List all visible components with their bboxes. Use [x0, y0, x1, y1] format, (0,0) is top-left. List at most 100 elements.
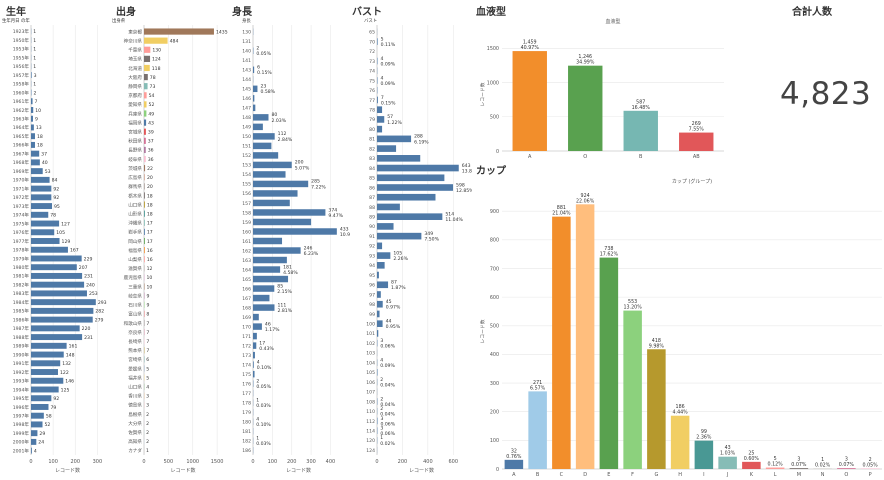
- bar: [377, 38, 378, 45]
- value-label: 18: [147, 202, 153, 208]
- category-label: 1980年: [13, 264, 30, 271]
- category-label: 180: [242, 420, 251, 426]
- category-label: 1978年: [13, 247, 30, 254]
- bar: [253, 123, 263, 131]
- x-tick-label: D: [583, 472, 587, 478]
- axis-header: 生年月日 の年: [2, 17, 30, 24]
- percent-label: 0.03%: [256, 403, 271, 409]
- value-label: 3: [380, 338, 383, 344]
- bar: [253, 161, 292, 169]
- category-label: 東京都: [128, 28, 142, 35]
- bar: [144, 265, 145, 272]
- total-title: 合計人数: [792, 7, 832, 18]
- value-label: 118: [152, 66, 161, 72]
- value-label: 1,246: [578, 54, 592, 60]
- bar: [253, 247, 301, 254]
- value-label: 24: [38, 440, 44, 446]
- category-label: 1966年: [13, 142, 30, 149]
- value-label: 1: [146, 448, 149, 454]
- x-axis-label: レコード数: [170, 467, 195, 474]
- y-tick-label: 600: [490, 295, 499, 301]
- value-label: 231: [84, 274, 93, 280]
- bar: [253, 171, 286, 178]
- category-label: 181: [242, 429, 251, 435]
- x-tick-label: B: [536, 472, 540, 478]
- x-tick-label: 200: [398, 459, 408, 465]
- category-label: 北海道: [128, 65, 142, 72]
- value-label: 5: [774, 456, 777, 462]
- x-tick-label: A: [512, 472, 516, 478]
- category-label: 156: [242, 191, 251, 197]
- value-label: 2: [380, 377, 383, 383]
- category-label: 大分県: [128, 420, 142, 427]
- category-label: 1969年: [13, 168, 30, 175]
- x-tick-label: 300: [306, 459, 316, 465]
- category-label: 岡山県: [128, 238, 142, 245]
- category-label: 富山県: [128, 311, 142, 318]
- category-label: 1997年: [13, 412, 30, 419]
- percent-label: 6.57%: [530, 385, 546, 391]
- value-label: 4: [381, 56, 384, 62]
- bar: [144, 137, 146, 144]
- category-label: 1953年: [13, 46, 30, 53]
- bar: [144, 219, 145, 226]
- category-label: 95: [369, 273, 375, 279]
- value-label: 2: [256, 46, 259, 52]
- percent-label: 0.76%: [506, 454, 522, 460]
- category-label: 144: [242, 77, 251, 83]
- category-label: 151: [242, 144, 251, 150]
- category-label: 167: [242, 296, 251, 302]
- value-label: 43: [725, 445, 731, 451]
- bar: [253, 95, 255, 102]
- value-label: 17: [147, 230, 153, 236]
- value-label: 9: [35, 117, 38, 123]
- value-label: 1: [256, 436, 259, 442]
- value-label: 44: [386, 318, 392, 324]
- category-label: カナダ: [128, 447, 142, 454]
- value-label: 587: [636, 99, 645, 105]
- value-label: 122: [60, 370, 69, 376]
- value-label: 2: [869, 457, 872, 463]
- value-label: 7: [381, 95, 384, 101]
- value-label: 58: [46, 413, 52, 419]
- value-label: 2: [146, 439, 149, 445]
- bar: [31, 316, 93, 323]
- bar: [377, 155, 421, 162]
- value-label: 18: [37, 134, 43, 140]
- x-tick-label: H: [678, 472, 682, 478]
- category-label: 153: [242, 163, 251, 169]
- y-tick-label: 800: [490, 238, 499, 244]
- bar: [377, 174, 445, 182]
- category-label: 1968年: [13, 159, 30, 166]
- bar: [253, 351, 255, 359]
- bar: [31, 107, 34, 113]
- bar: [599, 257, 619, 469]
- bar: [765, 467, 785, 469]
- category-label: 90: [369, 224, 375, 230]
- percent-label: 1.87%: [391, 285, 406, 291]
- category-label: 1965年: [13, 133, 30, 140]
- value-label: 1: [380, 435, 383, 441]
- bar: [31, 386, 59, 393]
- category-label: 石川県: [128, 303, 142, 309]
- percent-label: 13.20%: [623, 305, 642, 311]
- bar: [377, 242, 383, 250]
- category-label: 175: [242, 372, 251, 378]
- bar: [377, 310, 380, 318]
- value-label: 52: [149, 102, 155, 108]
- y-tick-label: 400: [490, 352, 499, 358]
- bar: [31, 369, 58, 375]
- bar: [31, 124, 34, 131]
- category-label: 182: [242, 439, 251, 445]
- value-label: 240: [86, 282, 95, 288]
- value-label: 79: [50, 405, 56, 411]
- value-label: 5: [146, 366, 149, 372]
- value-label: 2: [146, 430, 149, 436]
- value-label: 2: [146, 412, 149, 418]
- bar: [377, 213, 443, 220]
- percent-label: 10.97%: [340, 232, 350, 238]
- value-label: 2: [380, 406, 383, 412]
- y-tick-label: 1500: [487, 46, 499, 52]
- category-label: 福島県: [128, 247, 142, 254]
